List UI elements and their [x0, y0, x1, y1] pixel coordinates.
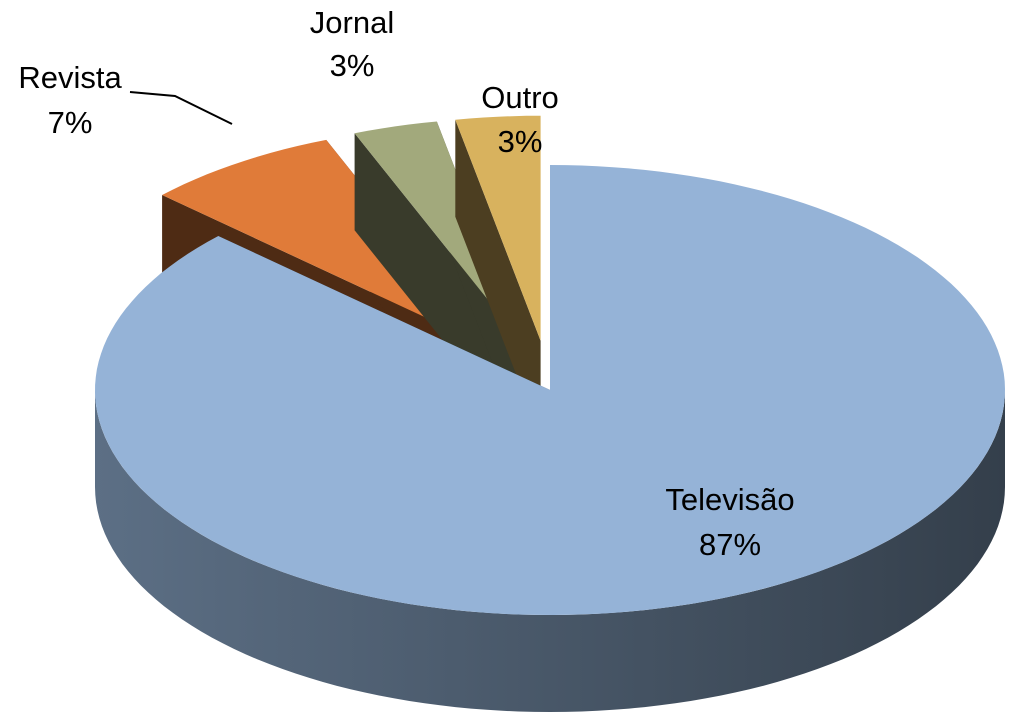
- slice-label: Jornal: [310, 5, 394, 40]
- slice-label: Outro: [481, 80, 559, 115]
- slice: [95, 165, 1005, 615]
- slice-value-label: 7%: [48, 105, 93, 140]
- slice-side: [455, 119, 541, 438]
- slice-label: Televisão: [665, 482, 794, 517]
- slice: [455, 115, 541, 341]
- slice: [354, 121, 523, 343]
- slice-label: Revista: [18, 60, 122, 95]
- slice-value-label: 3%: [498, 124, 543, 159]
- leader-line: [129, 91, 233, 125]
- slice-value-label: 3%: [330, 48, 375, 83]
- slice-side: [95, 390, 1005, 712]
- slice-value-label: 87%: [699, 527, 761, 562]
